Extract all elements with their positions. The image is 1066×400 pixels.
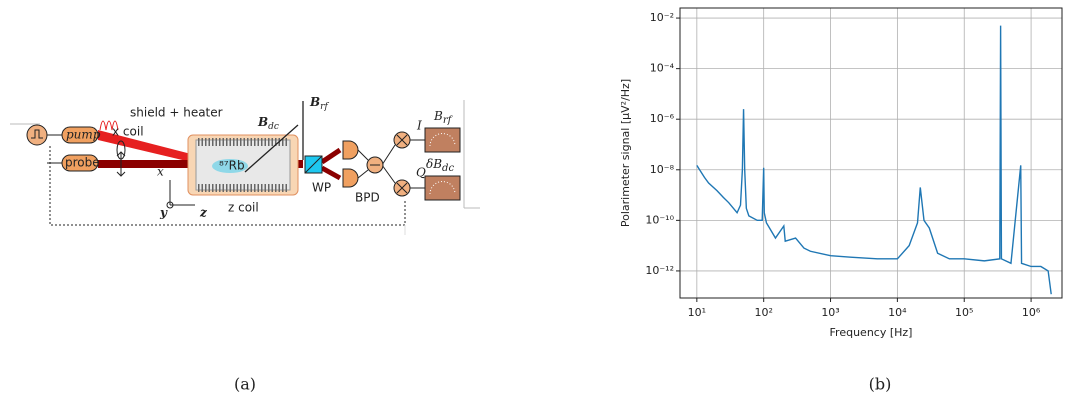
label: z coil bbox=[228, 201, 259, 215]
label: I bbox=[416, 119, 422, 133]
label: x bbox=[157, 165, 164, 179]
x-tick-label: 10⁶ bbox=[1022, 306, 1041, 319]
y-axis-label: Polarimeter signal [μV²/Hz] bbox=[619, 79, 632, 227]
label: BPD bbox=[355, 191, 380, 205]
label: shield + heater bbox=[130, 106, 223, 120]
label: Bdc bbox=[257, 115, 279, 132]
chart: 10¹ 10² 10³ 10⁴ 10⁵ 10⁶ 10⁻¹² 10⁻¹⁰ 10⁻⁸ 10⁻⁶ 10⁻⁴… bbox=[619, 8, 1062, 339]
label: WP bbox=[312, 181, 331, 195]
label: Q bbox=[416, 166, 426, 180]
label: y bbox=[159, 206, 168, 220]
label: z bbox=[199, 206, 208, 220]
y-tick-label: 10⁻² bbox=[650, 11, 674, 24]
label: δBdc bbox=[426, 157, 454, 174]
x-tick-label: 10⁵ bbox=[955, 306, 973, 319]
x-axis-label: Frequency [Hz] bbox=[830, 326, 913, 339]
diagram: shield + heater Bdc Brf x coil pump prob… bbox=[10, 95, 480, 236]
label: Brf bbox=[433, 109, 454, 126]
y-tick-label: 10⁻⁴ bbox=[650, 62, 675, 75]
figure: shield + heater Bdc Brf x coil pump prob… bbox=[0, 0, 1066, 400]
y-tick-label: 10⁻¹² bbox=[645, 264, 674, 277]
x-tick-label: 10² bbox=[754, 306, 772, 319]
label: Brf bbox=[309, 95, 329, 112]
label: ⁸⁷Rb bbox=[219, 159, 245, 173]
series-line bbox=[697, 26, 1051, 295]
x-tick-label: 10⁴ bbox=[888, 306, 907, 319]
label: x coil bbox=[112, 125, 144, 139]
x-tick-label: 10¹ bbox=[688, 306, 706, 319]
plot-frame bbox=[680, 8, 1062, 298]
label: probe bbox=[65, 156, 100, 170]
x-tick-label: 10³ bbox=[821, 306, 839, 319]
y-tick-label: 10⁻¹⁰ bbox=[645, 213, 674, 226]
caption: (b) bbox=[869, 375, 892, 394]
y-tick-label: 10⁻⁸ bbox=[650, 163, 675, 176]
label: pump bbox=[66, 128, 101, 142]
caption: (a) bbox=[234, 375, 256, 394]
y-tick-label: 10⁻⁶ bbox=[650, 112, 675, 125]
